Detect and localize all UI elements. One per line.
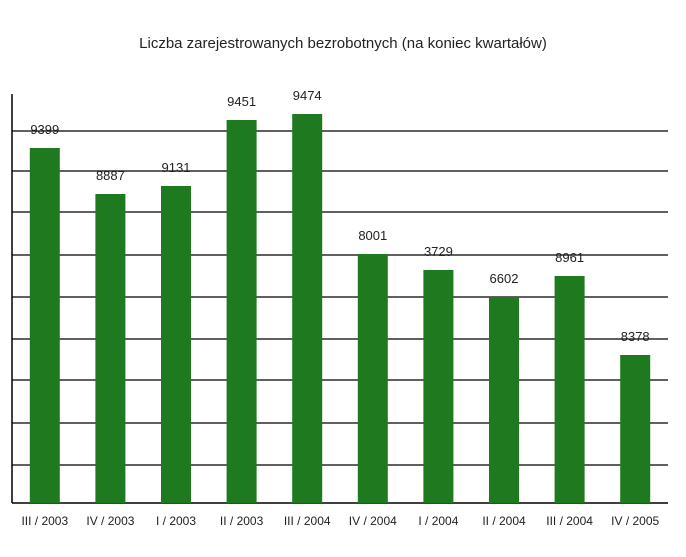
x-tick-label: III / 2004 [546, 514, 593, 528]
x-tick-label: I / 2004 [418, 514, 458, 528]
x-tick-label: II / 2004 [482, 514, 526, 528]
x-tick-label: III / 2003 [21, 514, 68, 528]
chart-title: Liczba zarejestrowanych bezrobotnych (na… [139, 35, 547, 52]
x-tick-label: III / 2004 [284, 514, 331, 528]
bar [292, 114, 323, 503]
bar-value-label: 3729 [424, 244, 453, 259]
bar-value-label: 6602 [490, 271, 519, 286]
bar [226, 120, 257, 503]
x-tick-label: II / 2003 [220, 514, 264, 528]
bar [29, 148, 60, 503]
bar [357, 254, 388, 503]
bar-value-label: 9399 [30, 122, 59, 137]
bar [95, 194, 126, 503]
bar [423, 270, 454, 503]
x-tick-label: IV / 2005 [611, 514, 659, 528]
x-tick-label: IV / 2004 [349, 514, 397, 528]
x-tick-label: I / 2003 [156, 514, 196, 528]
bar [161, 186, 191, 503]
bar [489, 297, 519, 503]
bar-value-label: 9474 [293, 88, 322, 103]
bars [29, 114, 651, 503]
bar-value-label: 8378 [621, 329, 650, 344]
x-tick-labels: III / 2003 IV / 2003 I / 2003 II / 2003 III … [21, 514, 659, 528]
bar-value-label: 8961 [555, 250, 584, 265]
bar-value-label: 8001 [358, 228, 387, 243]
data-labels: 9399 8887 9131 9451 9474 8001 3729 6602 8961 8378 [30, 88, 649, 344]
bar-value-label: 9131 [162, 160, 191, 175]
x-tick-label: IV / 2003 [86, 514, 134, 528]
bar-value-label: 9451 [227, 94, 256, 109]
bar [554, 276, 585, 503]
bar-value-label: 8887 [96, 168, 125, 183]
bar [620, 355, 651, 503]
